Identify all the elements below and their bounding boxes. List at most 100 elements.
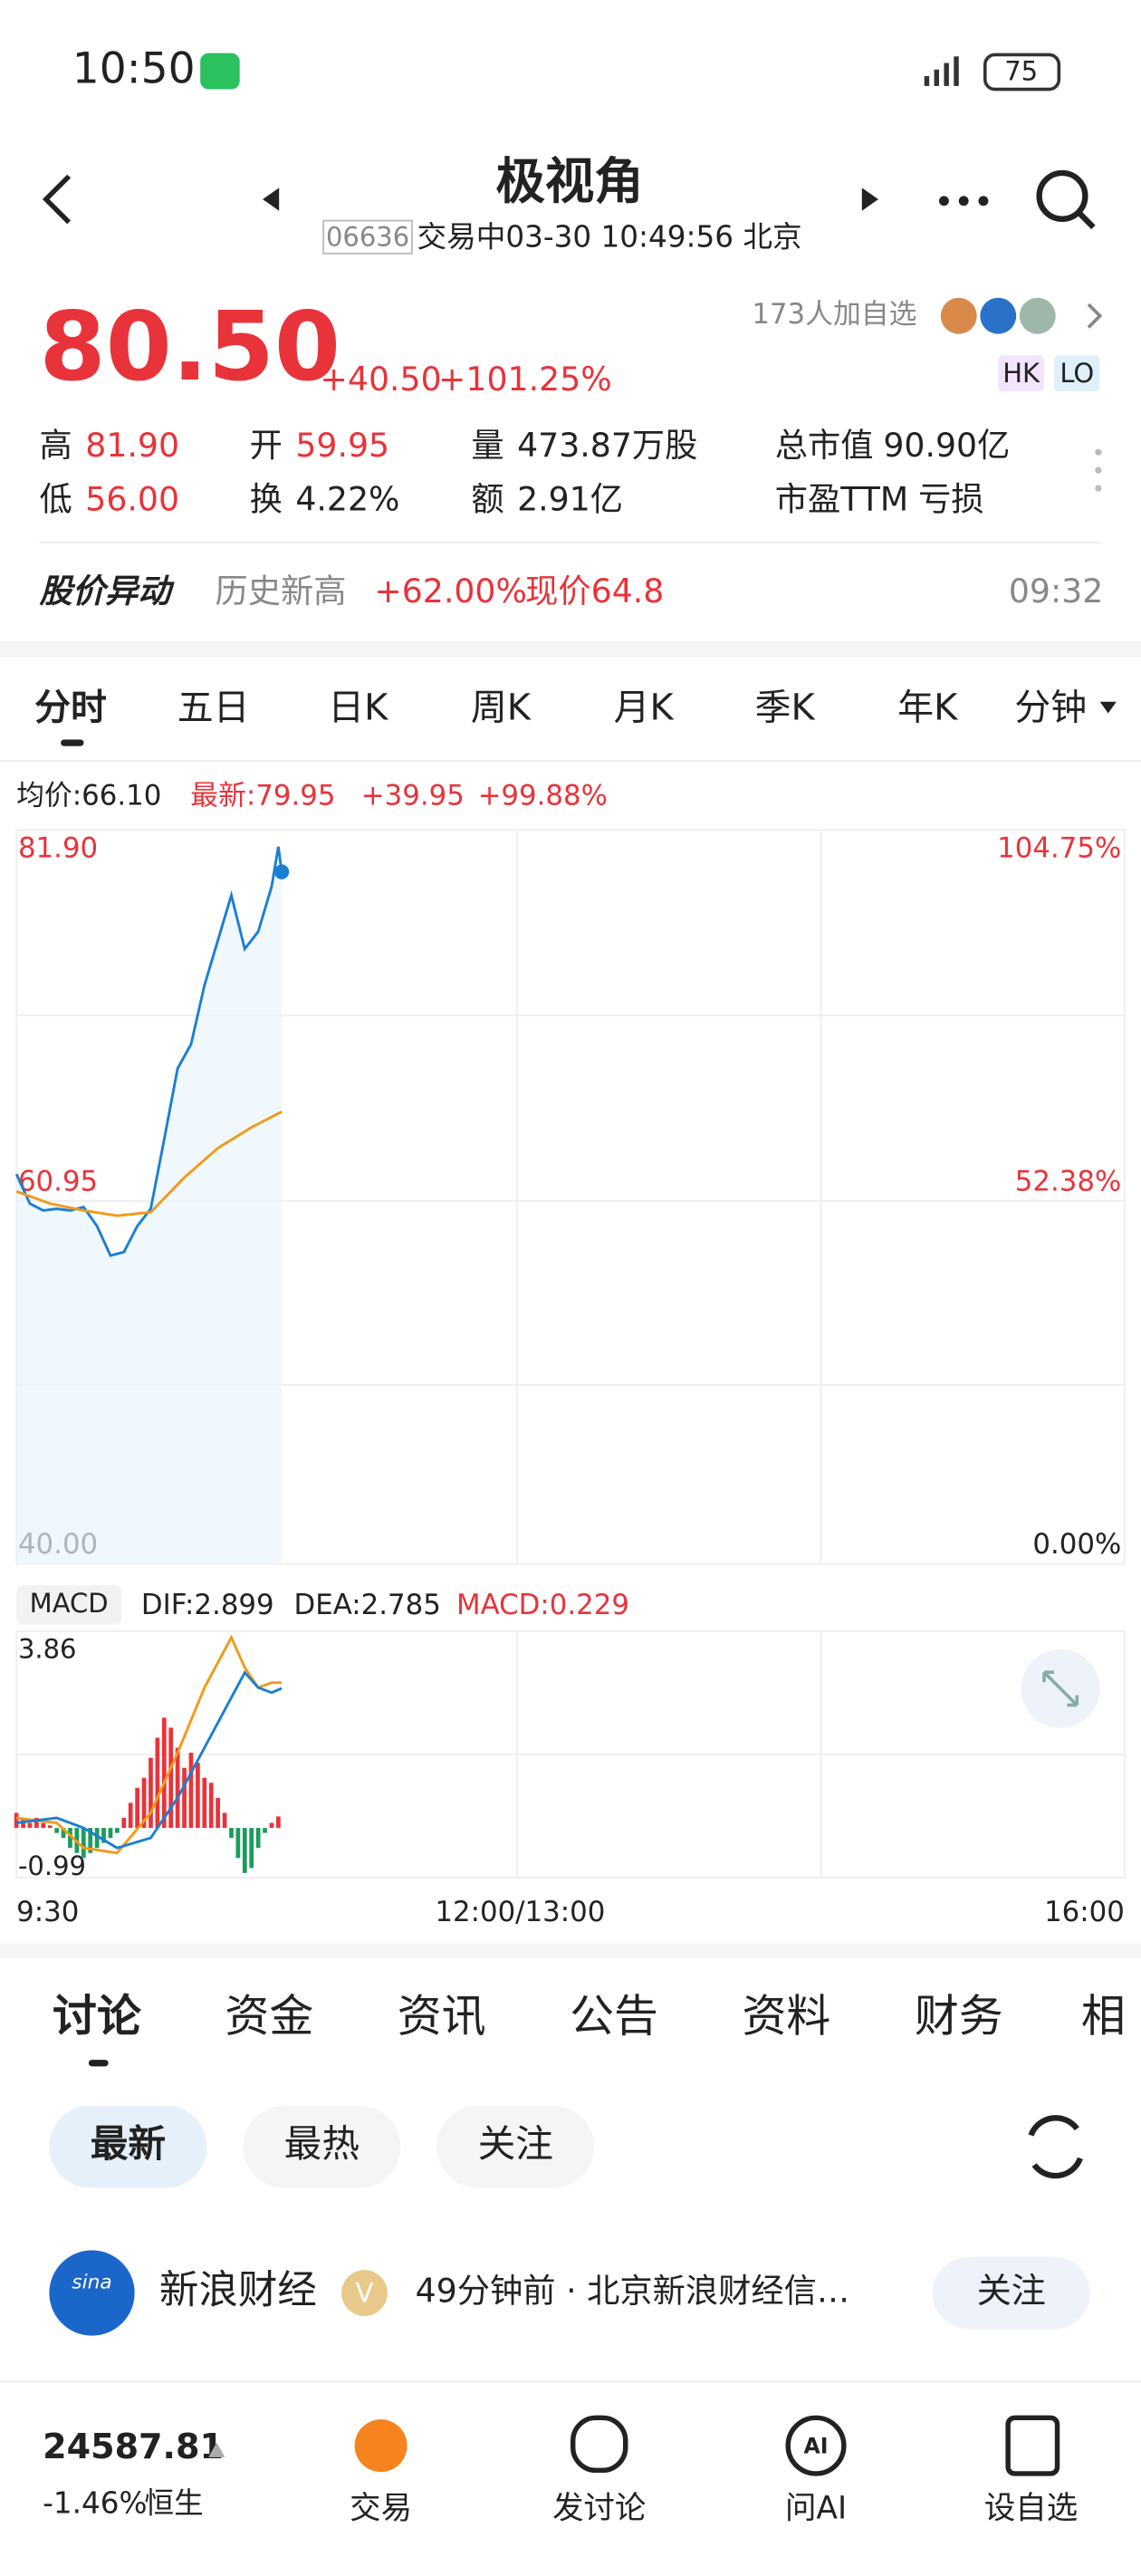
macd-bar — [229, 1828, 234, 1839]
chart-tab[interactable]: 年K — [897, 687, 958, 728]
chart-tab[interactable]: 日K — [328, 687, 388, 728]
alert-price: 现价64.8 — [525, 572, 664, 610]
chart-tab[interactable]: 分时 — [34, 687, 107, 728]
stat-label: 高 — [40, 426, 72, 465]
nav-label[interactable]: 发讨论 — [552, 2490, 646, 2526]
filter-text[interactable]: 最新 — [91, 2121, 166, 2166]
macd-label-bg[interactable] — [16, 1585, 122, 1625]
macd-dividers — [16, 1630, 1125, 1878]
macd-bar — [61, 1828, 66, 1839]
dea-line — [15, 1670, 283, 1850]
back-button[interactable] — [42, 174, 72, 225]
ai-icon[interactable] — [785, 2415, 847, 2476]
badge — [1053, 355, 1100, 392]
content-tab[interactable]: 资讯 — [398, 1990, 486, 2042]
index-name: 恒生 — [145, 2485, 204, 2520]
nav-label[interactable]: 问AI — [785, 2490, 847, 2526]
trade-icon[interactable] — [354, 2419, 408, 2473]
badge — [998, 355, 1045, 392]
stat-label: 量 — [471, 426, 503, 465]
chart-tab[interactable]: 月K — [614, 687, 675, 728]
stat-value: 81.90 — [85, 426, 179, 465]
bottom-bar — [0, 2381, 1141, 2576]
alert-time: 09:32 — [1009, 572, 1103, 610]
macd-bar — [81, 1828, 86, 1859]
prev-stock[interactable] — [263, 187, 280, 211]
nav-label[interactable]: 设自选 — [984, 2490, 1078, 2526]
macd-bar — [168, 1727, 174, 1829]
filter-text[interactable]: 关注 — [478, 2121, 553, 2166]
x-tick-label: 9:30 — [16, 1896, 79, 1928]
macd-bar — [128, 1802, 133, 1829]
follow-text[interactable]: 关注 — [977, 2271, 1046, 2311]
expand-button[interactable] — [1021, 1648, 1100, 1728]
source-name[interactable]: 新浪财经 — [159, 2268, 317, 2313]
filter-pill[interactable] — [436, 2105, 595, 2188]
latest-legend: 最新:79.95 — [190, 779, 335, 812]
y2-tick-label: 52.38% — [1015, 1165, 1122, 1197]
macd-label[interactable]: MACD — [30, 1588, 109, 1619]
macd-legend: MACD:0.229 — [456, 1589, 629, 1621]
search-button[interactable] — [1036, 169, 1096, 230]
macd-bar — [222, 1812, 227, 1829]
macd-bar — [196, 1763, 200, 1829]
macd-bar — [141, 1777, 147, 1829]
index-value[interactable]: 24587.81 — [43, 2427, 224, 2466]
macd-bar — [101, 1828, 106, 1843]
alert-text: 历史新高 — [215, 572, 346, 610]
watchlist-icon[interactable] — [1005, 2415, 1060, 2476]
nav-label[interactable]: 交易 — [350, 2490, 412, 2526]
x-tick-label: 12:00/13:00 — [435, 1896, 605, 1928]
more-button[interactable] — [939, 196, 989, 207]
stat-label: 低 — [40, 480, 72, 519]
source-logo[interactable] — [49, 2250, 135, 2336]
stat-value: 59.95 — [295, 426, 389, 465]
chart-tab[interactable]: 五日 — [177, 687, 250, 728]
filter-text[interactable]: 最热 — [284, 2121, 360, 2166]
chart-tab[interactable]: 季K — [755, 687, 816, 728]
chart-tab[interactable]: 周K — [471, 687, 532, 728]
tab-indicator — [61, 739, 84, 746]
macd-bar — [94, 1828, 100, 1849]
filter-pill[interactable] — [49, 2105, 207, 2188]
content-tab[interactable]: 相 — [1081, 1990, 1126, 2042]
stat-value: 90.90亿 — [883, 426, 1010, 465]
stat-value: 亏损 — [918, 480, 984, 519]
chevron[interactable] — [1087, 303, 1103, 329]
alert-change: +62.00% — [374, 572, 527, 610]
macd-bar — [208, 1783, 214, 1829]
macd-bar — [41, 1822, 46, 1829]
post-icon[interactable] — [570, 2415, 628, 2474]
stat-label: 市盈TTM — [775, 480, 908, 519]
follow-button[interactable] — [932, 2256, 1090, 2330]
stats-more[interactable] — [1095, 448, 1102, 492]
next-stock[interactable] — [861, 187, 878, 211]
macd-bar — [108, 1828, 113, 1839]
avg-legend: 均价:66.10 — [16, 779, 161, 812]
dropdown-arrow[interactable] — [1099, 701, 1117, 714]
content-tab[interactable]: 财务 — [915, 1990, 1003, 2042]
dif-line — [15, 1634, 283, 1855]
content-tab[interactable]: 公告 — [570, 1990, 658, 2042]
macd-bar — [235, 1828, 241, 1859]
chart-tab[interactable]: 分钟 — [1014, 687, 1087, 728]
macd-bar — [115, 1828, 120, 1833]
content-tab[interactable]: 讨论 — [53, 1990, 142, 2042]
grid-dividers — [16, 830, 1125, 1564]
stock-code: 06636 — [326, 222, 409, 253]
macd-bar — [188, 1753, 194, 1829]
content-tab[interactable]: 资金 — [225, 1990, 313, 2042]
change-pct: +101.25% — [438, 360, 612, 399]
macd-bar — [54, 1828, 59, 1833]
verified-text: V — [356, 2277, 374, 2308]
watchers[interactable]: 173人加自选 — [752, 298, 916, 331]
stat-value: 473.87万股 — [517, 426, 697, 465]
content-tab[interactable]: 资料 — [742, 1990, 830, 2042]
x-tick-label: 16:00 — [1044, 1896, 1125, 1928]
stat-value: 56.00 — [85, 480, 179, 519]
macd-bar — [68, 1828, 72, 1849]
refresh-button[interactable] — [1028, 2115, 1083, 2179]
filter-pill[interactable] — [243, 2105, 401, 2188]
battery-level: 75 — [1004, 55, 1038, 86]
